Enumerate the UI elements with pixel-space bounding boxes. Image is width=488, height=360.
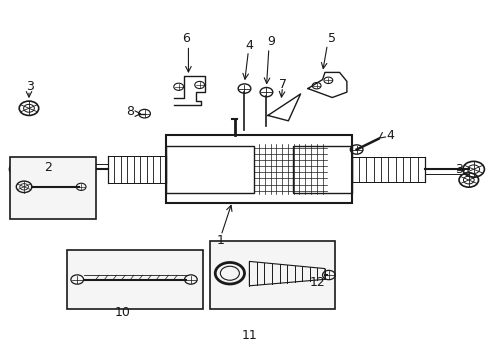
- Bar: [166, 146, 254, 193]
- Text: 4: 4: [245, 39, 253, 52]
- Bar: [293, 146, 351, 193]
- Text: 3: 3: [26, 80, 34, 93]
- Text: 5: 5: [327, 32, 336, 45]
- Bar: [166, 135, 351, 203]
- Polygon shape: [173, 76, 205, 105]
- Text: 2: 2: [44, 161, 52, 174]
- Text: 1: 1: [216, 234, 224, 247]
- Text: 8: 8: [125, 105, 134, 118]
- Bar: [10, 157, 96, 220]
- Text: 9: 9: [267, 35, 275, 49]
- Bar: [210, 241, 334, 309]
- Text: 6: 6: [182, 32, 189, 45]
- Polygon shape: [267, 94, 300, 121]
- Bar: [66, 250, 203, 309]
- Text: 11: 11: [241, 329, 257, 342]
- Text: 3: 3: [454, 163, 462, 176]
- Text: 12: 12: [309, 276, 325, 289]
- Polygon shape: [307, 72, 346, 98]
- Text: 10: 10: [114, 306, 130, 319]
- Text: 7: 7: [278, 78, 286, 91]
- Text: 4: 4: [385, 129, 393, 142]
